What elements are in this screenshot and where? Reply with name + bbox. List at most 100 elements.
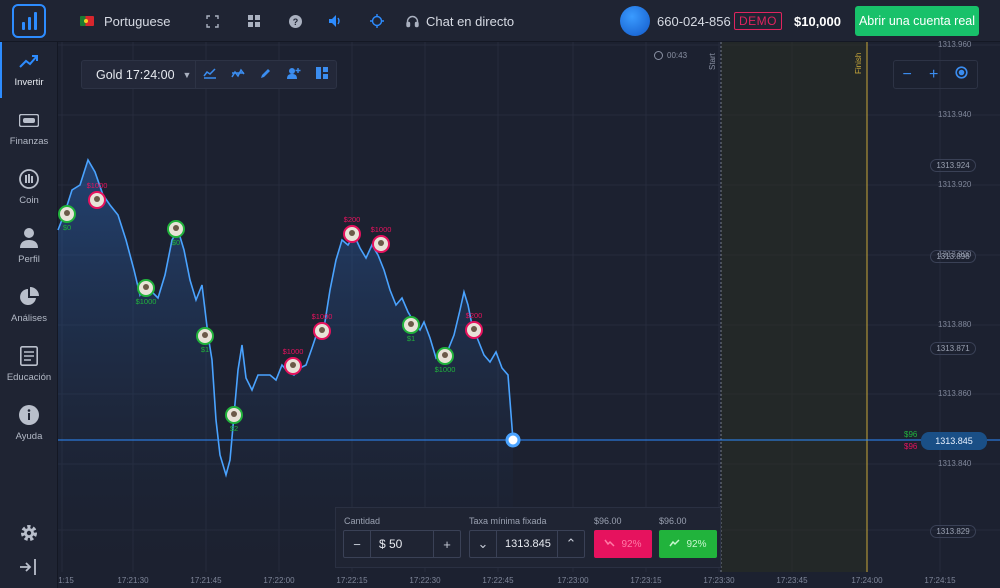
trade-amount: $1 — [201, 345, 209, 354]
zoom-in-button[interactable]: + — [928, 65, 939, 83]
brand-logo[interactable] — [0, 0, 58, 42]
sidebar-item-educacion[interactable]: Educación — [0, 337, 58, 393]
focus-button[interactable] — [955, 65, 969, 84]
rate-label: Taxa mínima fixada — [469, 516, 547, 526]
amount-stepper[interactable]: − $ 50 + — [343, 530, 461, 558]
account-mode[interactable]: DEMO — [734, 0, 782, 42]
trade-amount: $1000 — [435, 365, 456, 374]
trader-avatar-head — [290, 362, 296, 368]
rate-down-button[interactable]: ⌄ — [470, 531, 496, 557]
price-pill: 1313.829 — [930, 525, 976, 538]
sidebar-item-label: Ayuda — [15, 431, 43, 442]
time-tick: 17:22:15 — [336, 576, 368, 585]
sidebar-item-analises[interactable]: Análises — [0, 278, 58, 334]
trader-avatar-head — [231, 411, 237, 417]
amount-input[interactable]: $ 50 — [370, 531, 434, 557]
trade-marker[interactable]: $1000 — [371, 225, 392, 253]
open-real-account-button[interactable]: Abrir una cuenta real — [855, 6, 979, 36]
live-chat-button[interactable]: Chat en directo — [404, 0, 514, 42]
trade-marker[interactable]: $200 — [465, 311, 483, 339]
trade-marker[interactable]: $1000 — [87, 181, 108, 209]
sell-payout: $96.00 — [594, 516, 622, 526]
sound-icon — [328, 13, 344, 29]
trader-avatar-head — [173, 225, 179, 231]
trending-up-icon — [19, 51, 39, 71]
timer: 00:43 — [654, 51, 687, 60]
sidebar-item-label: Educación — [6, 372, 52, 383]
time-tick: 17:22:45 — [482, 576, 514, 585]
trade-marker[interactable]: $1000 — [136, 279, 157, 306]
layout-button[interactable] — [308, 61, 336, 88]
trade-marker[interactable]: $1 — [402, 316, 420, 343]
trade-marker[interactable]: $0 — [167, 220, 185, 247]
amount-increase-button[interactable]: + — [443, 536, 451, 552]
trade-marker[interactable]: $1 — [196, 327, 214, 354]
price-area — [58, 160, 513, 572]
account-avatar[interactable] — [620, 0, 650, 42]
zoom-out-button[interactable]: − — [902, 65, 912, 83]
zoom-controls: − + — [893, 60, 978, 89]
trade-marker[interactable]: $0 — [58, 205, 76, 232]
chevron-down-icon: ▼ — [182, 69, 192, 80]
chart-type-button[interactable] — [196, 61, 224, 88]
add-user-icon — [287, 67, 301, 82]
demo-badge: DEMO — [734, 12, 782, 30]
buy-button[interactable]: 92% — [659, 530, 717, 558]
current-price-dot — [505, 432, 521, 448]
sidebar-item-invertir[interactable]: Invertir — [0, 42, 58, 98]
trader-avatar-head — [64, 210, 70, 216]
trade-amount: $0 — [172, 238, 180, 247]
trade-marker[interactable]: $2 — [225, 406, 243, 433]
language-selector[interactable]: Portuguese — [80, 0, 171, 42]
rate-input[interactable]: 1313.845 — [496, 531, 558, 557]
sidebar-item-ayuda[interactable]: Ayuda — [0, 396, 58, 452]
trade-amount: $200 — [466, 311, 483, 320]
time-tick: 17:22:30 — [409, 576, 441, 585]
time-tick: 17:24:15 — [924, 576, 956, 585]
rate-stepper[interactable]: ⌄ 1313.845 ⌃ — [469, 530, 585, 558]
sidebar-item-label: Invertir — [14, 77, 44, 88]
balance: $10,000 — [794, 13, 841, 29]
grid-button[interactable] — [246, 0, 262, 42]
book-icon — [19, 346, 39, 366]
sell-button[interactable]: 92% — [594, 530, 652, 558]
draw-button[interactable] — [252, 61, 280, 88]
info-icon — [19, 405, 39, 425]
target-button[interactable] — [369, 0, 385, 42]
asset-selector[interactable]: Gold 17:24:00 ▼ — [82, 61, 196, 88]
price-tick: 1313.860 — [938, 389, 972, 398]
trade-amount: $1000 — [283, 347, 304, 356]
time-tick: 17:23:15 — [630, 576, 662, 585]
top-bar: Portuguese ? — [0, 0, 1000, 42]
chart-type-icon — [203, 67, 217, 82]
help-button[interactable]: ? — [287, 0, 303, 42]
settings-gear-icon[interactable] — [19, 523, 39, 543]
payout-up: $96 — [904, 430, 918, 439]
time-axis: 1:15 17:21:30 17:21:45 17:22:00 17:22:15 17:2… — [58, 576, 956, 585]
amount-decrease-button[interactable]: − — [353, 536, 361, 552]
trader-avatar-head — [378, 240, 384, 246]
indicators-button[interactable] — [224, 61, 252, 88]
trade-amount: $1 — [407, 334, 415, 343]
add-user-button[interactable] — [280, 61, 308, 88]
logout-icon[interactable] — [19, 558, 39, 578]
sidebar-item-perfil[interactable]: Perfil — [0, 219, 58, 275]
trade-marker[interactable]: $1000 — [283, 347, 304, 375]
sidebar-item-finanzas[interactable]: Finanzas — [0, 101, 58, 157]
sound-button[interactable] — [328, 0, 344, 42]
coin-icon — [19, 169, 39, 189]
price-tick: 1313.840 — [938, 459, 972, 468]
time-tick: 17:24:00 — [851, 576, 883, 585]
time-tick: 17:23:45 — [776, 576, 808, 585]
price-pill: 1313.871 — [930, 342, 976, 355]
pie-chart-icon — [19, 287, 39, 307]
trade-amount: $1000 — [87, 181, 108, 190]
trade-marker[interactable]: $1000 — [435, 347, 456, 374]
trade-marker[interactable]: $200 — [343, 215, 361, 243]
sidebar-item-coin[interactable]: Coin — [0, 160, 58, 216]
fullscreen-button[interactable] — [204, 0, 220, 42]
trade-marker[interactable]: $1000 — [312, 312, 333, 340]
rate-up-button[interactable]: ⌃ — [558, 531, 584, 557]
